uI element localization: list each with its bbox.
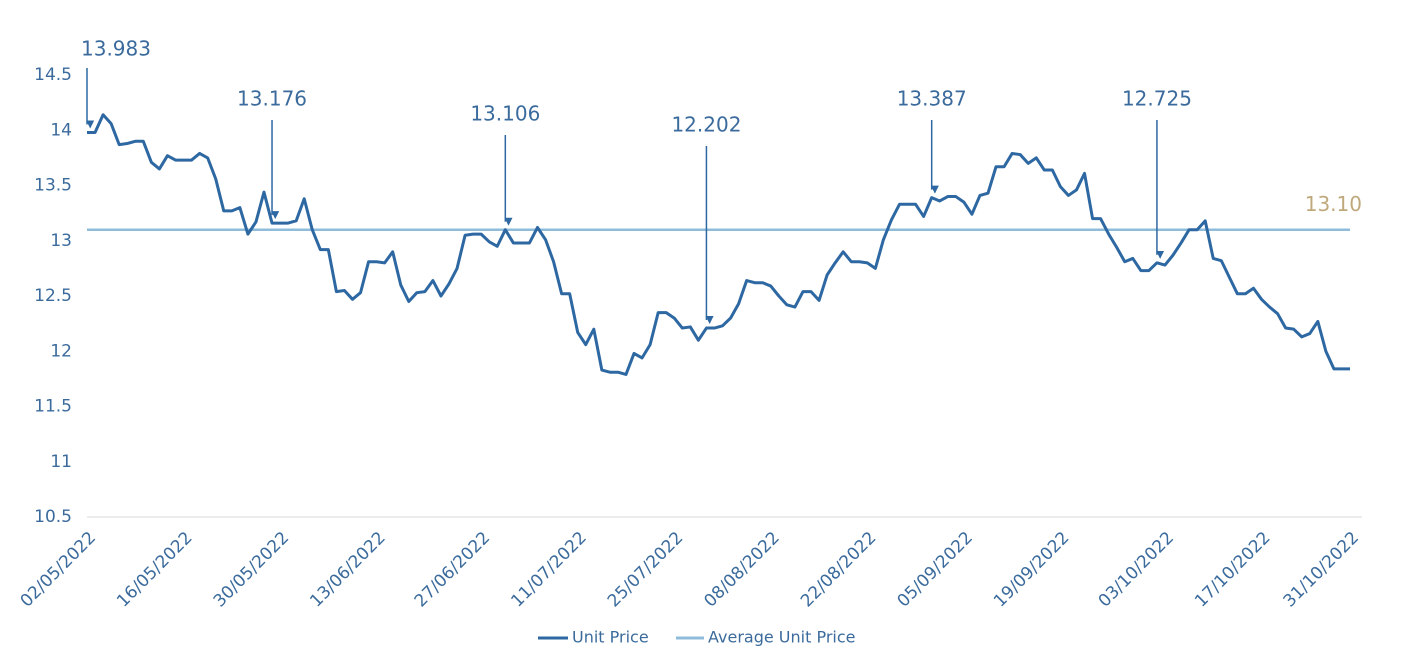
annotation-label: 13.387 — [897, 87, 967, 111]
y-tick-label: 14.5 — [34, 65, 72, 85]
x-tick-label: 03/10/2022 — [1095, 528, 1178, 611]
x-tick-label: 02/05/2022 — [17, 528, 100, 611]
annotation-label: 12.202 — [671, 113, 741, 137]
annotation-label: 13.106 — [470, 102, 540, 126]
x-tick-label: 30/05/2022 — [210, 528, 293, 611]
annotation-label: 13.983 — [81, 37, 151, 61]
x-tick-label: 27/06/2022 — [411, 528, 494, 611]
price-line — [87, 113, 1350, 376]
y-tick-label: 12.5 — [34, 286, 72, 306]
annotation-label: 12.725 — [1122, 87, 1192, 111]
x-tick-label: 17/10/2022 — [1191, 528, 1274, 611]
y-tick-label: 13.5 — [34, 176, 72, 196]
y-tick-label: 12 — [50, 341, 72, 361]
annotation-label: 13.176 — [237, 87, 307, 111]
x-tick-label: 08/08/2022 — [700, 528, 783, 611]
y-tick-label: 14 — [50, 120, 72, 140]
x-tick-label: 05/09/2022 — [894, 528, 977, 611]
x-tick-label: 22/08/2022 — [797, 528, 880, 611]
x-tick-label: 19/09/2022 — [990, 528, 1073, 611]
x-tick-label: 13/06/2022 — [306, 528, 389, 611]
legend-label: Average Unit Price — [708, 628, 855, 647]
x-tick-label: 31/10/2022 — [1280, 528, 1363, 611]
average-label: 13.10 — [1305, 192, 1362, 216]
y-tick-label: 13 — [50, 231, 72, 251]
y-tick-label: 10.5 — [34, 507, 72, 527]
y-tick-label: 11.5 — [34, 397, 72, 417]
x-tick-label: 16/05/2022 — [113, 528, 196, 611]
legend-label: Unit Price — [572, 628, 649, 647]
x-tick-label: 25/07/2022 — [604, 528, 687, 611]
x-tick-label: 11/07/2022 — [507, 528, 590, 611]
y-tick-label: 11 — [50, 452, 72, 472]
